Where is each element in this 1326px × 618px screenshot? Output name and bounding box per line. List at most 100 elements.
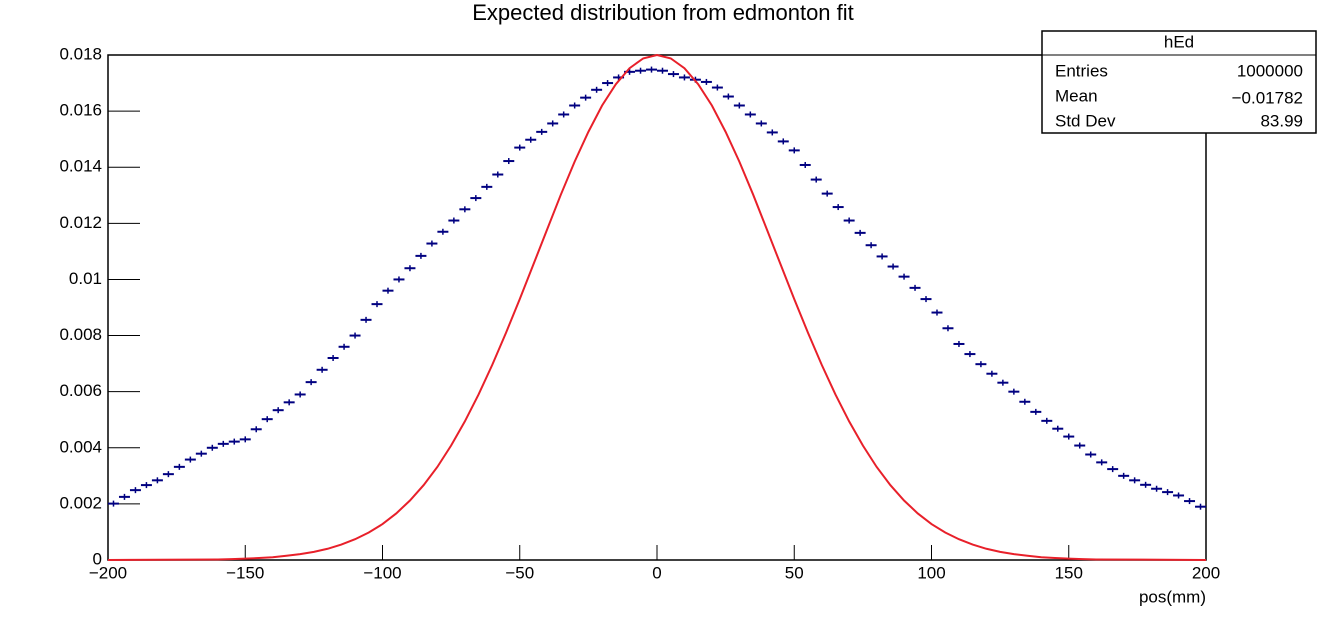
bin-marker (799, 161, 811, 168)
bin-marker (744, 111, 756, 118)
bin-marker (250, 426, 262, 433)
x-tick-label: −200 (89, 563, 127, 582)
bin-marker (459, 206, 471, 213)
bin-marker (1041, 417, 1053, 424)
bin-marker (711, 84, 723, 91)
bin-marker (503, 158, 515, 165)
bin-marker (1140, 481, 1152, 488)
bin-marker (393, 276, 405, 283)
bin-marker (448, 217, 460, 224)
bin-marker (953, 340, 965, 347)
bin-marker (206, 444, 218, 451)
bin-marker (755, 120, 767, 127)
bin-marker (569, 102, 581, 109)
x-tick-label: −150 (226, 563, 264, 582)
x-tick-label: −50 (505, 563, 534, 582)
stats-label: Entries (1055, 61, 1108, 80)
bin-marker (733, 102, 745, 109)
bin-marker (1063, 433, 1075, 440)
bin-marker (1096, 459, 1108, 466)
bin-marker (1030, 408, 1042, 415)
bin-marker (327, 355, 339, 361)
stats-frame (1041, 30, 1317, 134)
bin-marker (525, 136, 537, 143)
bin-marker (1184, 498, 1196, 505)
bin-marker (667, 71, 679, 78)
y-tick-label: 0.006 (59, 381, 102, 400)
stats-value: 1000000 (1237, 61, 1303, 80)
x-tick-label: 200 (1192, 563, 1220, 582)
bin-marker (1052, 425, 1064, 432)
bin-marker (492, 171, 504, 178)
x-tick-label: 100 (917, 563, 945, 582)
bin-marker (591, 86, 603, 93)
bin-marker (975, 361, 987, 368)
bin-marker (1118, 472, 1130, 479)
bin-marker (1195, 503, 1206, 510)
bin-marker (283, 399, 295, 406)
bin-marker (700, 78, 712, 85)
bin-marker (810, 176, 822, 183)
stats-box: hEd Entries 1000000 Mean −0.01782 Std Dev 83.… (1041, 30, 1317, 134)
y-tick-label: 0.018 (59, 44, 102, 63)
bin-marker (1173, 492, 1185, 499)
stats-value: −0.01782 (1232, 88, 1303, 107)
bin-marker (558, 111, 570, 118)
bin-marker (777, 138, 789, 145)
bin-marker (1074, 442, 1086, 449)
bin-marker (316, 366, 328, 373)
bin-marker (184, 456, 196, 463)
bin-marker (140, 482, 152, 489)
bin-marker (1107, 466, 1119, 473)
bin-marker (843, 217, 855, 224)
bin-marker (964, 351, 976, 358)
stats-title: hEd (1164, 32, 1194, 51)
y-tick-label: 0.002 (59, 493, 102, 512)
bin-marker (986, 370, 998, 377)
bin-marker (580, 94, 592, 101)
bin-marker (942, 325, 954, 332)
fit-curve (107, 53, 1207, 561)
bin-marker (536, 128, 548, 135)
x-tick-label: −100 (363, 563, 401, 582)
bin-marker (470, 195, 482, 202)
stats-value: 83.99 (1260, 111, 1303, 130)
bin-marker (547, 120, 559, 127)
bin-marker (646, 66, 657, 73)
bin-marker (1162, 489, 1174, 496)
y-tick-label: 0.004 (59, 437, 102, 456)
bin-marker (920, 296, 932, 303)
bin-marker (173, 463, 185, 470)
x-tick-label: 0 (652, 563, 661, 582)
bin-marker (997, 379, 1009, 386)
bin-marker (305, 379, 317, 386)
bin-marker (294, 391, 306, 398)
bin-marker (371, 301, 383, 308)
bin-marker (129, 487, 141, 494)
bin-marker (382, 287, 394, 294)
bin-marker (404, 265, 416, 272)
bin-marker (514, 144, 526, 151)
bin-marker (821, 190, 833, 197)
x-tick-label: 50 (785, 563, 804, 582)
bin-marker (766, 129, 778, 136)
bin-marker (602, 80, 614, 87)
bin-marker (854, 229, 866, 236)
bin-marker (887, 263, 899, 270)
y-tick-label: 0.014 (59, 157, 102, 176)
bin-marker (1129, 477, 1141, 484)
bin-marker (228, 438, 240, 445)
bin-marker (338, 343, 350, 350)
bin-marker (151, 477, 163, 484)
bin-marker (931, 309, 943, 316)
bin-marker (635, 67, 647, 74)
bin-marker (426, 240, 438, 247)
y-tick-label: 0.008 (59, 325, 102, 344)
bin-marker (272, 407, 284, 414)
bin-marker (217, 440, 229, 447)
bin-marker (678, 74, 690, 81)
bin-marker (788, 147, 800, 154)
y-tick-label: 0 (93, 549, 102, 568)
y-tick-label: 0.016 (59, 101, 102, 120)
